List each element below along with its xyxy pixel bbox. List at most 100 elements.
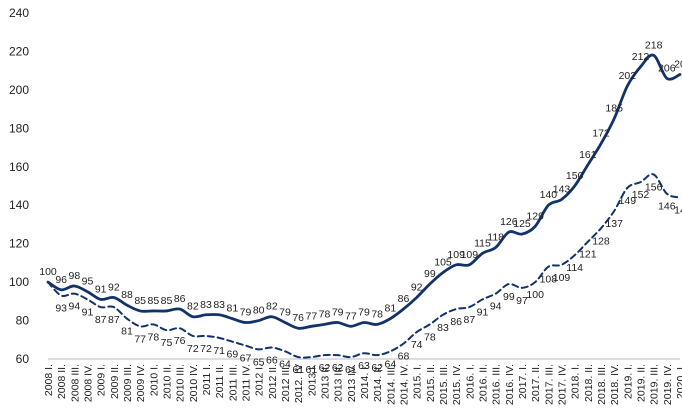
data-label-dashed: 62	[371, 362, 383, 374]
data-label-dashed: 87	[108, 314, 120, 326]
data-label-solid: 172	[592, 128, 610, 140]
data-label-solid: 115	[474, 237, 491, 249]
data-label-dashed: 94	[490, 301, 502, 313]
data-label-dashed: 77	[134, 333, 146, 345]
data-label-solid: 20	[674, 59, 682, 71]
x-tick-label: 2008 I.	[43, 364, 55, 396]
x-tick-label: 2009 II.	[109, 364, 121, 399]
data-label-solid: 92	[411, 281, 423, 293]
data-label-dashed: 146	[658, 201, 676, 213]
data-label-solid: 125	[513, 218, 531, 230]
data-label-dashed: 94	[68, 301, 80, 313]
x-tick-label: 2012. IV	[293, 364, 305, 403]
data-label-dashed: 62	[332, 362, 344, 374]
data-label-dashed: 64	[279, 358, 291, 370]
x-tick-label: 2009 IV.	[135, 364, 147, 402]
y-tick-label: 140	[9, 198, 29, 212]
x-tick-label: 2012 I.	[254, 364, 266, 396]
data-label-dashed: 86	[450, 316, 462, 328]
y-tick-label: 180	[9, 121, 29, 135]
data-label-solid: 86	[174, 293, 186, 305]
data-label-dashed: 61	[292, 364, 304, 376]
data-label-dashed: 69	[226, 349, 238, 361]
data-label-dashed: 81	[121, 326, 133, 338]
data-label-solid: 83	[213, 299, 225, 311]
data-label-solid: 150	[566, 170, 584, 182]
data-label-solid: 129	[526, 210, 544, 222]
data-label-dashed: 83	[437, 322, 449, 334]
data-label-dashed: 78	[147, 331, 159, 343]
data-label-solid: 96	[55, 274, 67, 286]
data-label-solid: 81	[384, 303, 396, 315]
data-label-solid: 118	[487, 232, 504, 244]
data-label-solid: 105	[434, 257, 452, 269]
data-label-dashed: 61	[345, 364, 357, 376]
data-label-solid: 79	[279, 306, 291, 318]
data-label-dashed: 14	[674, 205, 682, 217]
x-tick-label: 2015. I.	[412, 364, 424, 399]
data-label-dashed: 97	[516, 295, 528, 307]
data-label-dashed: 66	[266, 354, 278, 366]
x-tick-label: 2011 IV.	[241, 364, 253, 401]
data-label-solid: 79	[240, 306, 252, 318]
data-label-solid: 218	[645, 39, 663, 51]
data-label-dashed: 149	[619, 195, 637, 207]
x-tick-label: 2018. II.	[583, 364, 595, 402]
data-label-dashed: 72	[187, 343, 199, 355]
data-label-dashed: 108	[540, 274, 558, 286]
x-tick-label: 2017. II.	[530, 364, 542, 402]
x-tick-label: 2020. I.	[675, 364, 682, 399]
data-label-dashed: 75	[161, 337, 173, 349]
x-tick-label: 2018. III.	[596, 364, 608, 405]
data-label-solid: 98	[68, 270, 80, 282]
data-label-solid: 212	[632, 51, 650, 63]
data-label-dashed: 64	[384, 358, 396, 370]
x-tick-label: 2010 I.	[148, 364, 160, 396]
x-tick-label: 2019. I.	[622, 364, 634, 399]
x-tick-label: 2008 II.	[56, 364, 68, 399]
data-label-dashed: 61	[305, 364, 317, 376]
x-tick-label: 2014. II.	[372, 364, 384, 402]
x-axis: 2008 I. 2008 II. 2008 III. 2008 IV. 2009 I. 2…	[43, 358, 682, 405]
data-label-solid: 92	[108, 281, 120, 293]
data-label-solid: 109	[447, 249, 465, 261]
data-label-dashed: 65	[253, 356, 265, 368]
data-label-solid: 206	[658, 62, 676, 74]
data-label-solid: 91	[95, 283, 107, 295]
data-label-dashed: 109	[553, 272, 571, 284]
x-tick-label: 2019. II.	[636, 364, 648, 402]
x-tick-label: 2015. III.	[438, 364, 450, 405]
x-tick-label: 2013 I.	[306, 364, 318, 396]
x-tick-label: 2011 I.	[201, 364, 213, 395]
data-label-dashed: 91	[82, 306, 94, 318]
data-label-dashed: 137	[605, 218, 623, 230]
data-label-solid: 140	[540, 189, 558, 201]
x-tick-label: 2012 III.	[280, 364, 292, 402]
data-label-dashed: 74	[411, 339, 423, 351]
data-label-dashed: 121	[579, 249, 597, 261]
data-label-dashed: 87	[95, 314, 107, 326]
y-tick-label: 240	[9, 6, 29, 20]
data-label-solid: 109	[461, 249, 479, 261]
x-tick-label: 2019. IV.	[662, 364, 674, 405]
x-tick-label: 2013 III.	[333, 364, 345, 402]
data-label-dashed: 87	[463, 314, 475, 326]
y-tick-label: 220	[9, 44, 29, 58]
data-label-solid: 78	[371, 308, 383, 320]
y-axis: 60 80 100 120 140 160 180 200 220 240	[9, 6, 29, 366]
series-line-dashed	[47, 173, 681, 359]
data-label-solid: 79	[358, 306, 370, 318]
x-tick-label: 2016. I.	[464, 364, 476, 399]
x-tick-label: 2013 IV.	[346, 364, 358, 402]
data-label-solid: 99	[424, 268, 436, 280]
data-label-solid: 82	[266, 301, 278, 313]
x-tick-label: 2010 III.	[175, 364, 187, 402]
x-tick-label: 2009 I.	[96, 364, 108, 396]
y-tick-label: 160	[9, 160, 29, 174]
data-label-dashed: 76	[174, 335, 186, 347]
data-label-solid: 185	[605, 103, 623, 115]
data-label-solid: 161	[579, 149, 597, 161]
data-label-solid: 85	[134, 295, 146, 307]
x-tick-label: 2012 II.	[267, 364, 279, 399]
